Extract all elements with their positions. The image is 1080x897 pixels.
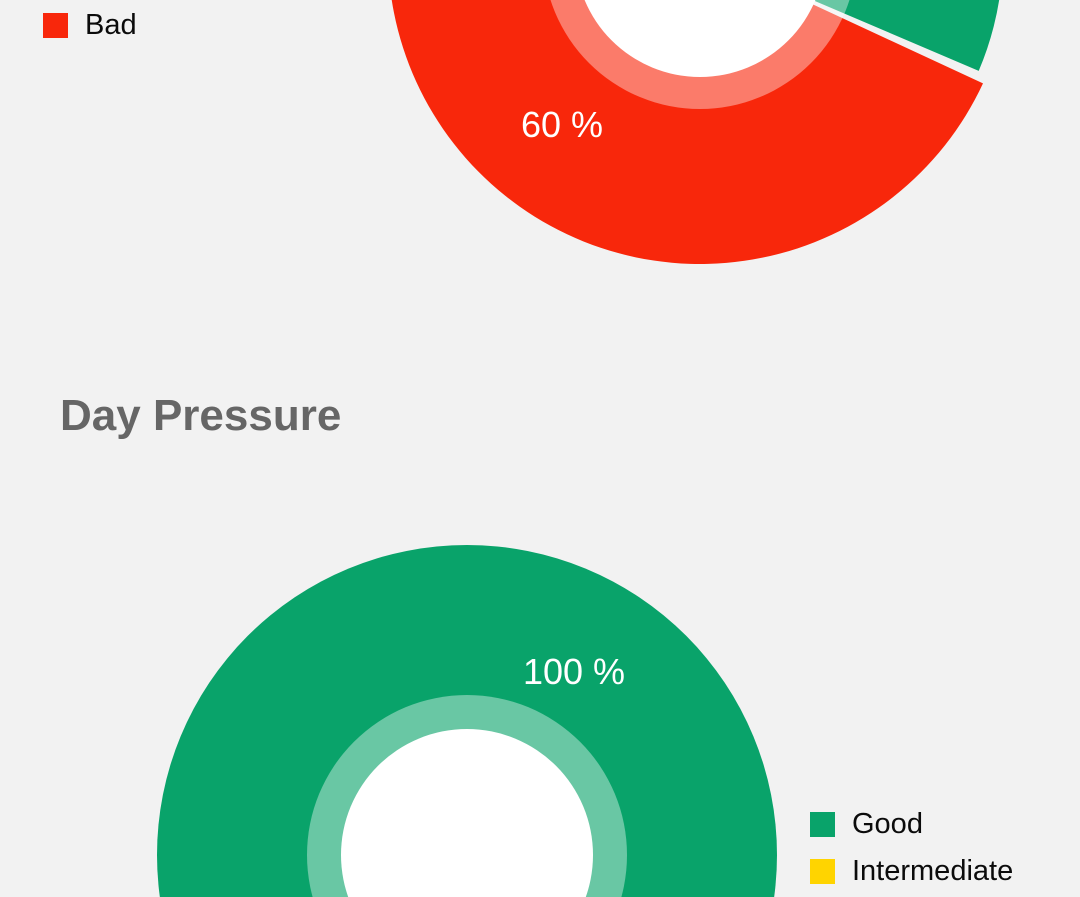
page-title: Day Pressure bbox=[60, 391, 342, 440]
legend-item-good: Good bbox=[810, 808, 1013, 840]
legend-swatch-bad bbox=[43, 13, 68, 38]
legend-label-intermediate: Intermediate bbox=[852, 855, 1014, 887]
top-chart-value-label: 60 % bbox=[520, 104, 604, 145]
legend-item-intermediate: Intermediate bbox=[810, 855, 1014, 887]
legend-label-good: Good bbox=[852, 808, 923, 840]
chart-hole bbox=[341, 729, 593, 897]
slice-good[interactable] bbox=[157, 545, 777, 897]
legend-item-bad: Bad bbox=[43, 9, 137, 41]
slice-bad[interactable] bbox=[388, 0, 983, 264]
day-pressure-donut-chart[interactable] bbox=[157, 545, 777, 897]
chart-hole bbox=[584, 0, 816, 77]
day-pressure-value-label: 100 % bbox=[522, 651, 626, 692]
legend-swatch-intermediate bbox=[810, 859, 835, 884]
day-pressure-legend: Good Intermediate bbox=[810, 808, 1014, 887]
top-donut-chart[interactable] bbox=[388, 0, 1003, 264]
top-chart-legend: Bad bbox=[43, 9, 137, 41]
slice-good[interactable] bbox=[553, 0, 1003, 71]
legend-swatch-good bbox=[810, 812, 835, 837]
legend-label-bad: Bad bbox=[85, 9, 137, 41]
